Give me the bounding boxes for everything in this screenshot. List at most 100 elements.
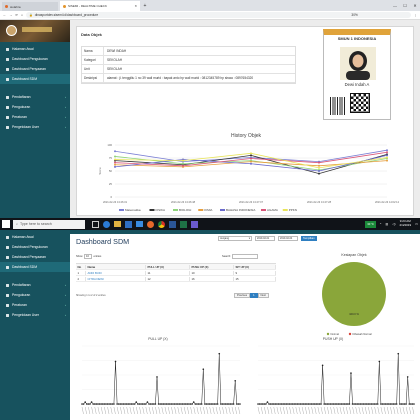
- sidebar-item-pengukuran[interactable]: Pengukuran ‹: [0, 290, 70, 300]
- url-field[interactable]: 🔒 dinasportdev.sisemi.id/dashboard_proce…: [25, 12, 411, 18]
- notification-icon[interactable]: ▭: [415, 222, 418, 226]
- data-point: [188, 403, 190, 405]
- column-header[interactable]: Nama: [86, 264, 146, 269]
- sidebar-item-peraturan[interactable]: Peraturan ‹: [0, 300, 70, 310]
- browser-tab-sisemi[interactable]: SISEMI - REALTIME CHECK ✕: [60, 1, 140, 11]
- edge-icon[interactable]: [103, 220, 110, 228]
- back-icon[interactable]: ←: [3, 13, 7, 17]
- table-search-input[interactable]: [232, 254, 259, 259]
- pager-previous-button[interactable]: Previous: [234, 293, 251, 298]
- sidebar-item-dashboard-pengukuran[interactable]: Dashboard Pengukuran: [0, 242, 70, 252]
- close-icon[interactable]: ✕: [134, 4, 137, 8]
- chevron-icon: ‹: [65, 125, 66, 129]
- x-tick-label: [283, 406, 285, 415]
- sidebar-item-dashboard-penyaaran[interactable]: Dashboard Penyaaran: [0, 252, 70, 262]
- data-point: [356, 403, 359, 405]
- date-to-field[interactable]: 2019-02-04: [278, 236, 298, 241]
- data-point: [194, 403, 197, 405]
- sidebar-item-dashboard-pengukuran[interactable]: Dashboard Pengukuran: [0, 54, 70, 64]
- volume-icon[interactable]: ◁): [392, 222, 396, 226]
- x-tick-label: [374, 406, 377, 415]
- data-point: [320, 403, 322, 405]
- data-point: [386, 403, 389, 405]
- data-point: [329, 403, 332, 405]
- objek-value: SEKOLAH: [107, 67, 123, 71]
- x-tick-label: [222, 406, 225, 415]
- data-point: [170, 403, 173, 405]
- chrome-icon[interactable]: [158, 220, 165, 228]
- data-point: [274, 403, 277, 405]
- x-tick-label: [167, 406, 170, 415]
- mail-icon[interactable]: [136, 220, 143, 227]
- close-window-icon[interactable]: ✕: [413, 3, 417, 8]
- date-from-field[interactable]: 2019-02-01: [255, 236, 275, 241]
- data-point: [250, 152, 252, 155]
- column-header[interactable]: PULL UP (X): [146, 264, 190, 269]
- column-header[interactable]: SIT UP (X): [234, 264, 276, 269]
- data-point: [132, 403, 134, 405]
- explorer-icon[interactable]: [114, 220, 121, 227]
- new-tab-button[interactable]: +: [143, 3, 147, 9]
- student-name-link[interactable]: ANDI BUDI: [86, 270, 146, 275]
- data-point: [162, 403, 165, 405]
- data-point: [114, 150, 116, 153]
- student-name-link[interactable]: CITRA DEWI: [86, 276, 146, 281]
- maximize-icon[interactable]: ☐: [403, 3, 407, 8]
- tampilkan-button[interactable]: Tampilkan: [301, 236, 317, 241]
- menu-icon[interactable]: ⋮: [413, 13, 417, 17]
- clock[interactable]: 9:23 AM 2/4/2019: [399, 220, 411, 227]
- sidebar-item-pengelolaan-user[interactable]: Pengelolaan User ‹: [0, 122, 70, 132]
- x-tick-label: [399, 406, 402, 415]
- menu-item-icon: [6, 313, 9, 317]
- data-point: [182, 159, 184, 162]
- data-point: [257, 403, 259, 405]
- data-point: [182, 164, 184, 167]
- sidebar-item-peraturan[interactable]: Peraturan ‹: [0, 112, 70, 122]
- home-icon[interactable]: ⌂: [21, 13, 23, 17]
- sidebar-item-halaman-awal[interactable]: Halaman Awal: [0, 232, 70, 242]
- chevron-icon: ‹: [65, 105, 66, 109]
- browser-tab-siolahra[interactable]: siolahra: [2, 2, 58, 11]
- zoom-level[interactable]: 30%: [351, 13, 358, 17]
- data-point: [266, 401, 269, 403]
- sidebar-item-halaman-awal[interactable]: Halaman Awal: [0, 44, 70, 54]
- top-sidebar-menu: Halaman Awal Dashboard Pengukuran Dashboar…: [0, 42, 70, 132]
- data-point: [197, 403, 200, 405]
- sidebar-item-pengukuran[interactable]: Pengukuran ‹: [0, 102, 70, 112]
- data-point: [354, 403, 357, 405]
- weather-badge[interactable]: 31°C: [365, 220, 376, 228]
- reload-icon[interactable]: ⟳: [15, 13, 19, 17]
- tray-arrow-icon[interactable]: ^: [379, 222, 382, 226]
- data-point: [108, 403, 110, 405]
- data-point: [122, 403, 125, 405]
- jenjang-select[interactable]: Jenjang ▾: [218, 236, 252, 241]
- column-header[interactable]: No: [76, 264, 86, 269]
- sidebar-item-dashboard-penyaaran[interactable]: Dashboard Penyaaran: [0, 64, 70, 74]
- pager-page-1[interactable]: 1: [250, 293, 258, 298]
- entries-select[interactable]: 10: [84, 254, 92, 259]
- taskbar-search[interactable]: ⌕ Type here to search: [13, 219, 85, 229]
- windows-start-icon[interactable]: [2, 220, 10, 228]
- sidebar-item-label: Halaman Awal: [12, 235, 34, 239]
- data-point: [111, 403, 114, 405]
- minimize-icon[interactable]: —: [393, 3, 397, 8]
- task-view-icon[interactable]: [92, 220, 99, 228]
- word-icon[interactable]: [169, 220, 176, 228]
- pager-next-button[interactable]: Next: [257, 293, 269, 298]
- firefox-icon[interactable]: [147, 220, 154, 228]
- network-icon[interactable]: ▥: [385, 222, 389, 226]
- excel-icon[interactable]: [180, 220, 187, 228]
- data-point: [250, 154, 252, 157]
- sidebar-item-pendaftaran[interactable]: Pendaftaran ‹: [0, 280, 70, 290]
- forward-icon[interactable]: →: [9, 13, 13, 17]
- sidebar-item-pengelolaan-user[interactable]: Pengelolaan User ‹: [0, 310, 70, 320]
- sidebar-item-pendaftaran[interactable]: Pendaftaran ‹: [0, 92, 70, 102]
- sidebar-item-dashboard-sdm[interactable]: Dashboard SDM: [0, 74, 70, 84]
- sidebar-item-dashboard-sdm[interactable]: Dashboard SDM: [0, 262, 70, 272]
- column-header[interactable]: PUSH UP (X): [190, 264, 234, 269]
- data-point: [223, 403, 225, 405]
- x-tick-label: [155, 406, 158, 415]
- store-icon[interactable]: [125, 220, 132, 228]
- x-tick-label: [279, 406, 282, 415]
- photos-icon[interactable]: [191, 220, 198, 228]
